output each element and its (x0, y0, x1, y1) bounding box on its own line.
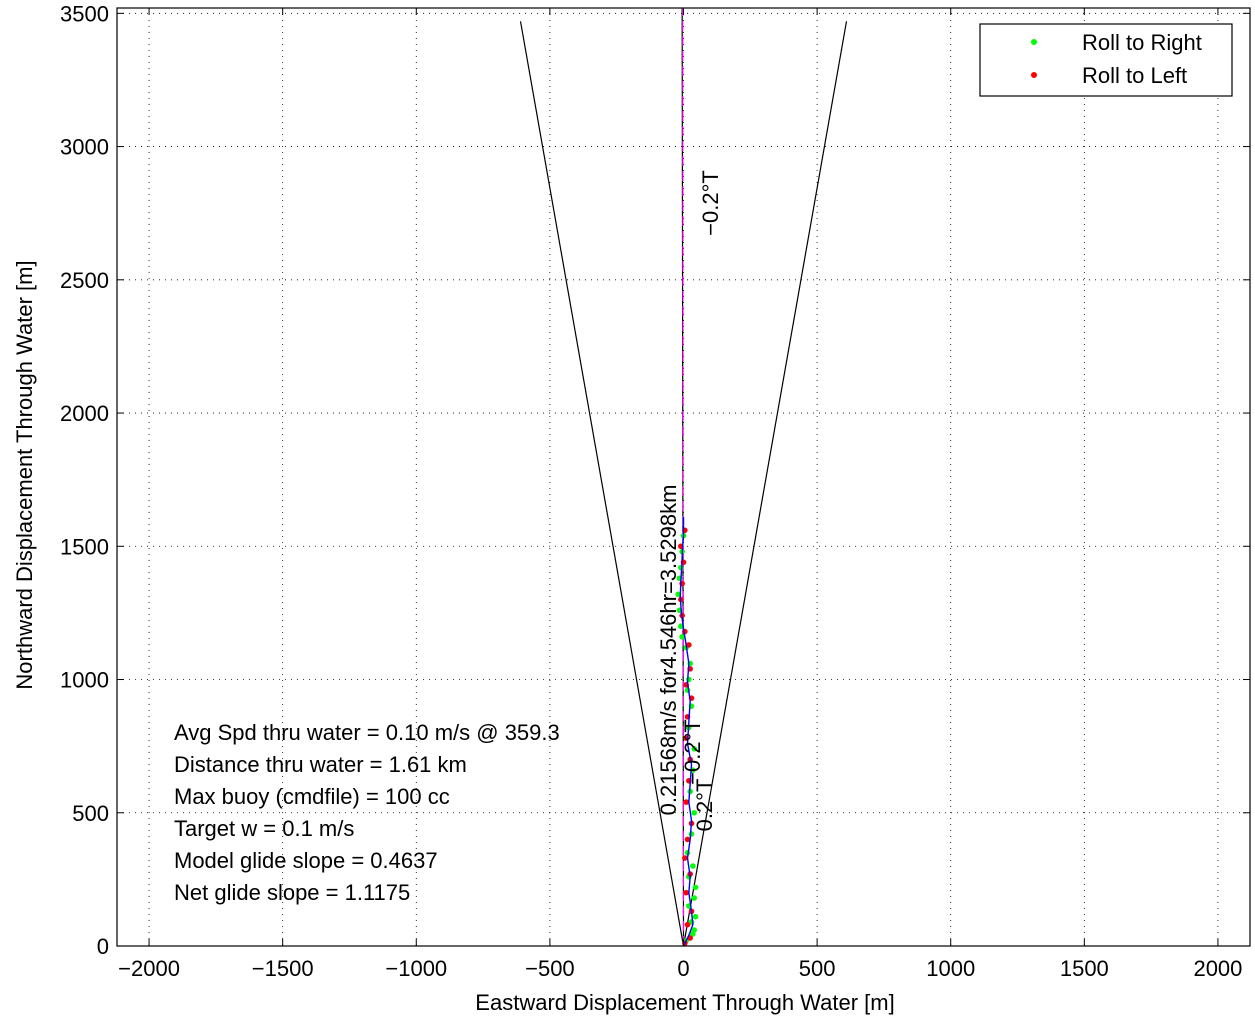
data-point (691, 895, 697, 901)
reference-line (682, 7, 685, 947)
annotation-avg-speed: Avg Spd thru water = 0.10 m/s @ 359.3 (174, 720, 560, 745)
heading-label-mid: −0.2°T (680, 719, 705, 785)
data-point (690, 863, 696, 869)
reference-line (682, 21, 848, 947)
summary-annotations: Avg Spd thru water = 0.10 m/s @ 359.3 Di… (174, 720, 560, 905)
data-point (682, 855, 688, 861)
y-tick-label: 0 (97, 934, 109, 959)
y-tick-label: 1500 (60, 534, 109, 559)
legend-marker-roll-right (1031, 39, 1037, 45)
x-tick-label: 2000 (1193, 956, 1242, 981)
axis-ticks: −2000 −1500 −1000 −500 0 500 1000 1500 2000 0 500 1… (60, 1, 1250, 981)
data-point (683, 799, 689, 805)
y-axis-label: Northward Displacement Through Water [m] (12, 260, 37, 689)
legend-label-roll-right: Roll to Right (1082, 30, 1202, 55)
data-point (691, 746, 697, 752)
data-point (683, 889, 689, 896)
heading-label-top: −0.2°T (698, 170, 723, 236)
track-length-label: 0.21568m/s for4.546hr=3.5298km (656, 485, 681, 816)
data-point (692, 884, 699, 891)
data-point (686, 642, 692, 648)
annotation-max-buoy: Max buoy (cmdfile) = 100 cc (174, 784, 450, 809)
x-tick-label: 0 (677, 956, 689, 981)
legend-marker-roll-left (1031, 72, 1037, 78)
legend-label-roll-left: Roll to Left (1082, 63, 1187, 88)
heading-label-small: 0.2°T (692, 779, 717, 832)
reference-line (519, 21, 685, 947)
reference-lines (519, 7, 848, 947)
legend-box (979, 23, 1233, 97)
data-point (692, 913, 699, 920)
data-point (684, 921, 691, 928)
annotation-net-glide-slope: Net glide slope = 1.1175 (174, 880, 410, 905)
data-point (691, 809, 697, 816)
x-tick-label: 500 (799, 956, 836, 981)
data-series (675, 516, 699, 947)
x-tick-label: 1500 (1060, 956, 1109, 981)
y-tick-label: 2500 (60, 268, 109, 293)
y-tick-label: 1000 (60, 668, 109, 693)
x-axis-label: Eastward Displacement Through Water [m] (475, 990, 894, 1015)
y-tick-label: 2000 (60, 401, 109, 426)
data-point (691, 927, 697, 933)
annotation-target-w: Target w = 0.1 m/s (174, 816, 354, 841)
x-tick-label: −2000 (118, 956, 180, 981)
annotation-model-glide-slope: Model glide slope = 0.4637 (174, 848, 438, 873)
y-tick-label: 3000 (60, 135, 109, 160)
data-point (684, 836, 691, 843)
data-point (678, 623, 684, 630)
x-tick-label: 1000 (926, 956, 975, 981)
y-tick-label: 500 (72, 801, 109, 826)
x-tick-label: −1000 (385, 956, 447, 981)
track-line (679, 516, 694, 947)
data-point (675, 591, 681, 598)
y-tick-label: 3500 (60, 1, 109, 26)
legend: Roll to Right Roll to Left (979, 23, 1233, 97)
x-tick-label: −500 (525, 956, 575, 981)
data-point (679, 634, 685, 640)
annotation-distance: Distance thru water = 1.61 km (174, 752, 467, 777)
x-tick-label: −1500 (252, 956, 314, 981)
